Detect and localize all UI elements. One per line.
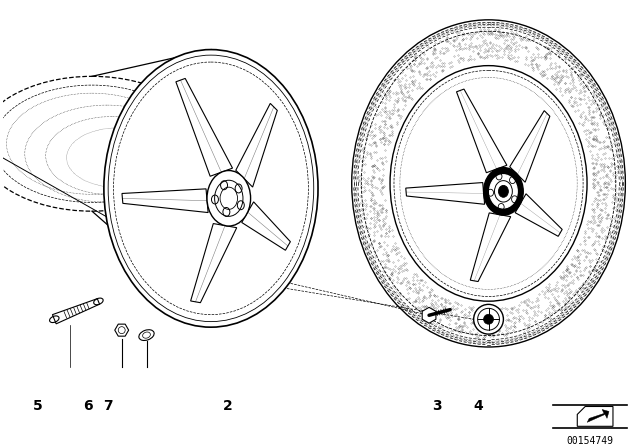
Ellipse shape — [499, 185, 508, 197]
Text: 00154749: 00154749 — [566, 436, 614, 446]
Ellipse shape — [207, 171, 251, 226]
Ellipse shape — [490, 175, 517, 208]
Polygon shape — [422, 307, 436, 323]
Ellipse shape — [104, 50, 318, 327]
Text: 1: 1 — [477, 197, 486, 211]
Polygon shape — [577, 406, 613, 426]
Ellipse shape — [484, 314, 493, 324]
Ellipse shape — [352, 20, 625, 347]
Ellipse shape — [390, 66, 587, 301]
Text: 2: 2 — [223, 400, 233, 414]
Text: 4: 4 — [474, 400, 483, 414]
Ellipse shape — [474, 304, 504, 334]
Text: 6: 6 — [84, 400, 93, 414]
Polygon shape — [52, 299, 100, 324]
Text: 7: 7 — [102, 400, 112, 414]
Text: 5: 5 — [33, 400, 42, 414]
Ellipse shape — [139, 330, 154, 340]
Text: 3: 3 — [433, 400, 442, 414]
Polygon shape — [115, 324, 129, 336]
Ellipse shape — [484, 168, 524, 215]
Polygon shape — [587, 409, 609, 422]
